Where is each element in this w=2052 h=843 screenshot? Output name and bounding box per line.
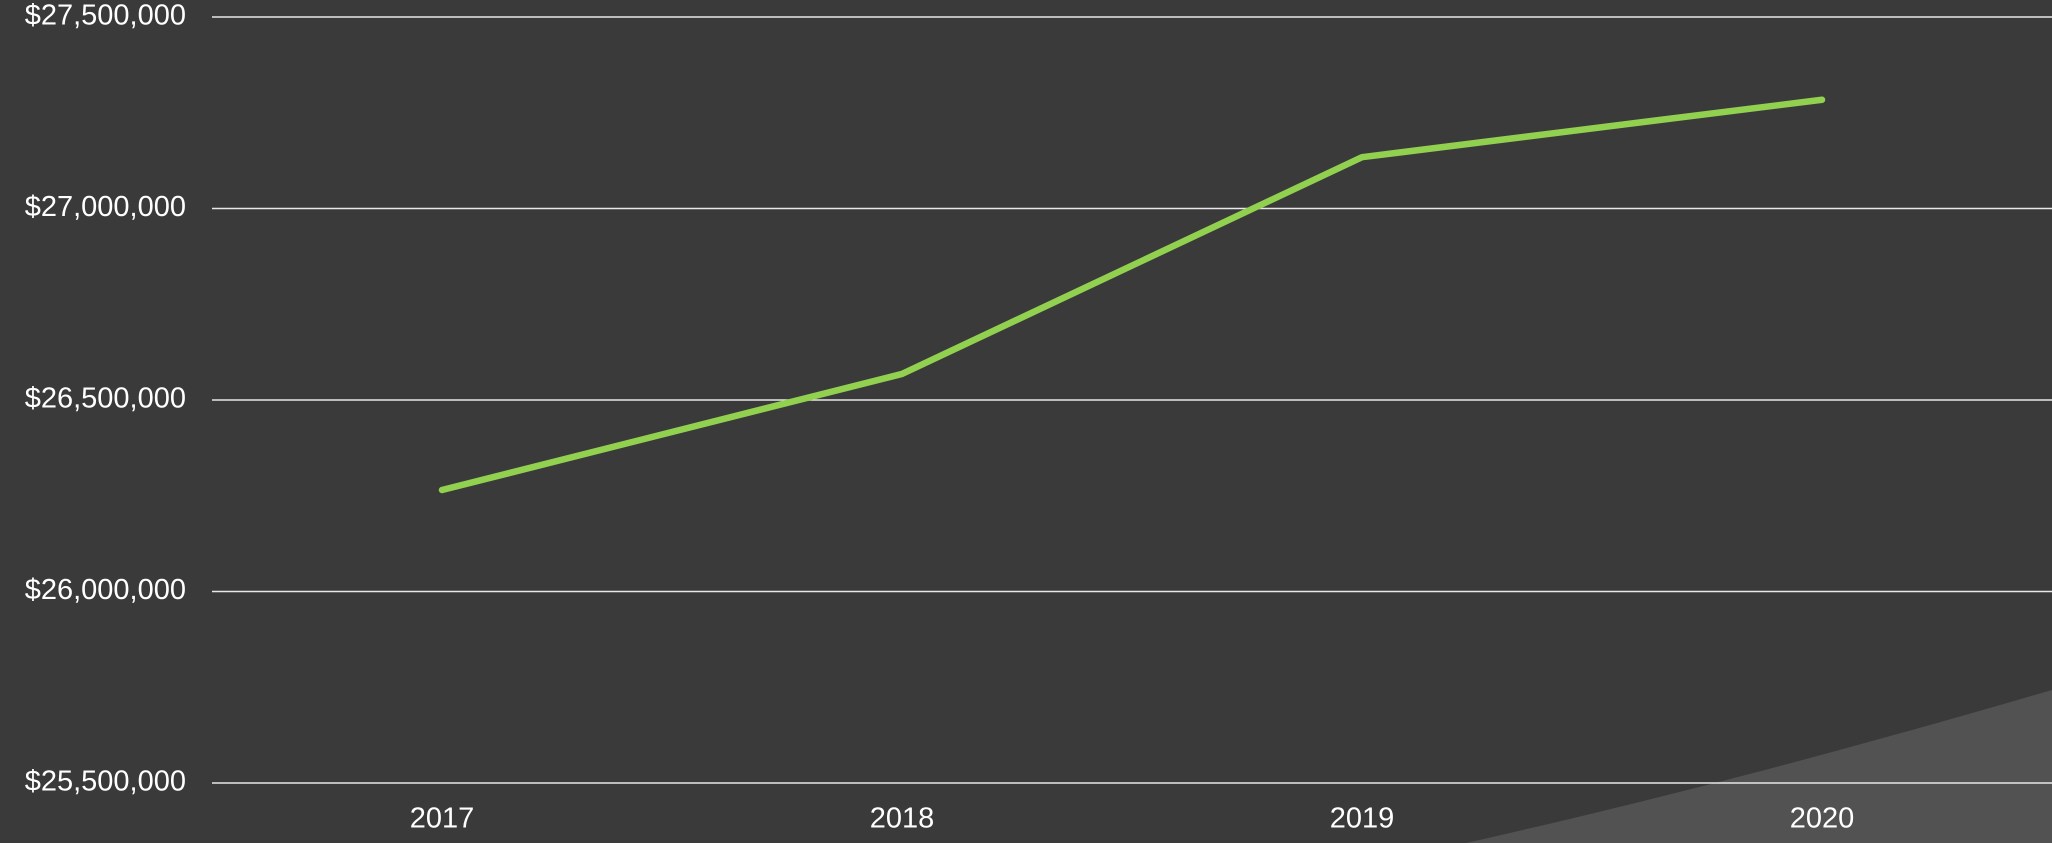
x-tick-label: 2019 bbox=[1330, 803, 1395, 835]
decorative-shape bbox=[1466, 690, 2052, 843]
y-tick-label: $26,000,000 bbox=[25, 574, 186, 606]
y-tick-label: $26,500,000 bbox=[25, 383, 186, 415]
data-line bbox=[438, 96, 1826, 494]
x-tick-label: 2020 bbox=[1790, 803, 1855, 835]
y-tick-label: $27,000,000 bbox=[25, 191, 186, 223]
x-tick-label: 2017 bbox=[410, 803, 475, 835]
y-tick-label: $27,500,000 bbox=[25, 0, 186, 32]
x-tick-label: 2018 bbox=[870, 803, 935, 835]
y-tick-label: $25,500,000 bbox=[25, 766, 186, 798]
